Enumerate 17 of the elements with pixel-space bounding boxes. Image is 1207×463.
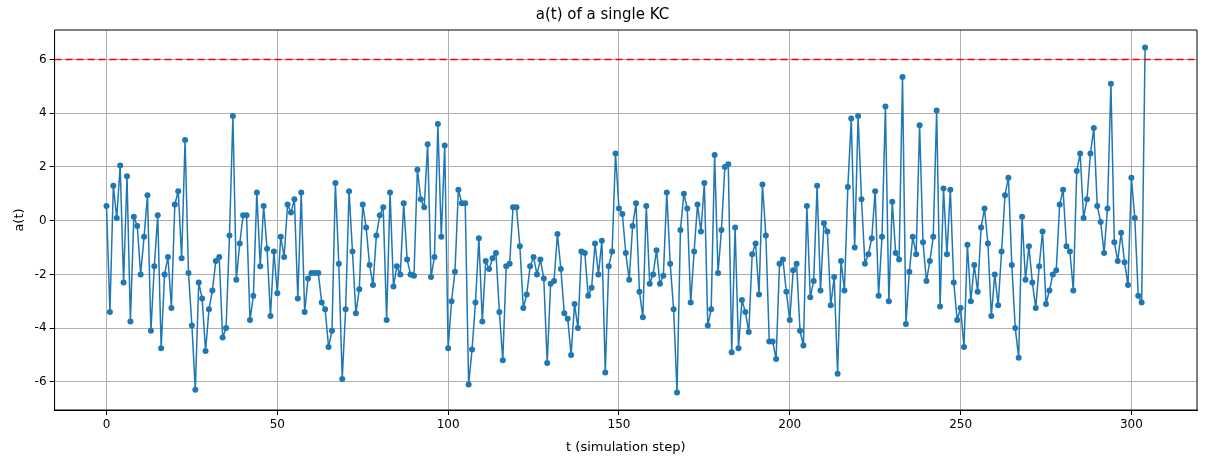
y-tick-label: 6	[38, 51, 47, 66]
y-axis-title: a(t)	[11, 208, 27, 232]
x-tick-label: 300	[1119, 417, 1143, 432]
x-tick-label: 200	[778, 417, 802, 432]
y-tick-label: -2	[34, 266, 47, 281]
x-tick-label: 250	[949, 417, 973, 432]
y-tick-label: -4	[34, 320, 47, 335]
y-tick-label: 2	[38, 159, 47, 174]
x-tick-label: 0	[102, 417, 111, 432]
y-tick-label: 4	[38, 105, 47, 120]
y-tick-label: 0	[38, 212, 47, 227]
x-axis-title: t (simulation step)	[566, 438, 686, 454]
x-tick-label: 100	[436, 417, 460, 432]
x-tick-label: 50	[269, 417, 285, 432]
x-tick-label: 150	[607, 417, 631, 432]
y-tick-label: -6	[34, 373, 47, 388]
chart-title: a(t) of a single KC	[535, 4, 670, 23]
